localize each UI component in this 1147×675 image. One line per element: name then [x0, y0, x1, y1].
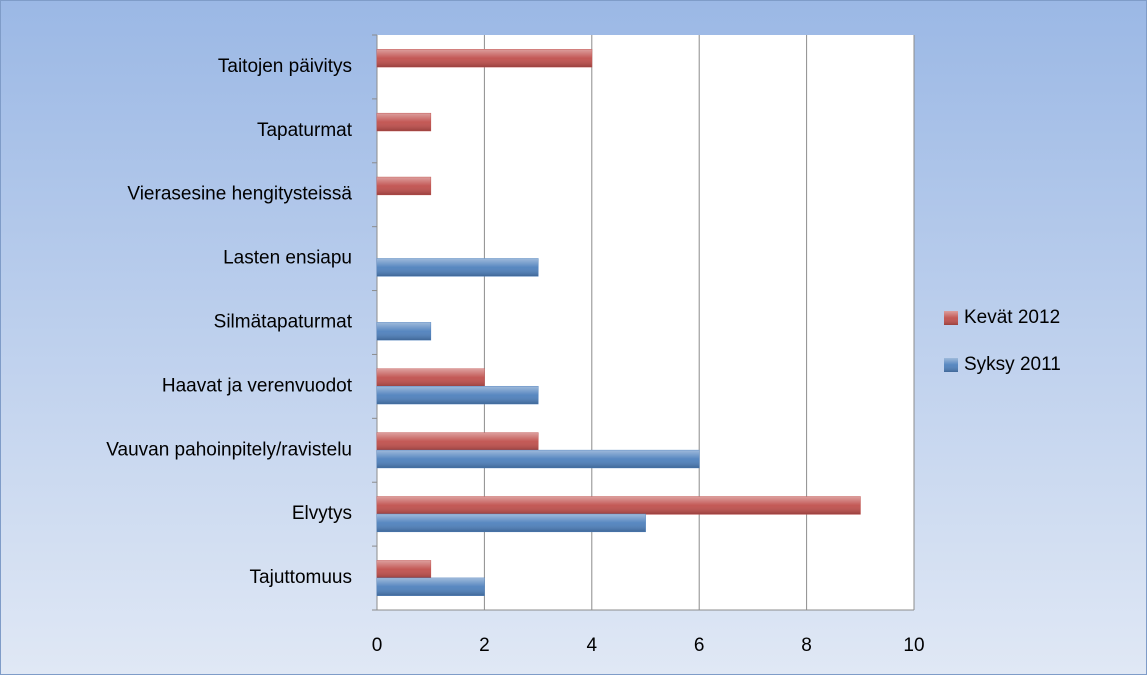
y-tick-label: Tapaturmat	[257, 120, 353, 141]
bar-shine	[377, 560, 431, 579]
y-tick-label: Vauvan pahoinpitely/ravistelu	[106, 439, 352, 460]
legend-label: Kevät 2012	[964, 307, 1060, 328]
bar-shine	[377, 177, 431, 195]
bar-shine	[377, 432, 539, 451]
x-tick-label: 6	[694, 635, 705, 656]
x-tick-label: 0	[372, 635, 383, 656]
legend-label: Syksy 2011	[964, 354, 1061, 375]
x-tick-label: 4	[587, 635, 598, 656]
bar-shine	[377, 113, 431, 131]
bar-shine	[377, 578, 485, 596]
bar-shine	[377, 514, 646, 532]
x-tick-label: 2	[479, 635, 490, 656]
x-tick-label: 8	[801, 635, 812, 656]
legend-swatch-shine	[944, 358, 958, 372]
bar-shine	[377, 368, 485, 387]
bar-shine	[377, 496, 861, 515]
x-tick-label: 10	[903, 635, 924, 656]
y-tick-label: Taitojen päivitys	[218, 56, 352, 77]
y-tick-label: Elvytys	[292, 503, 352, 524]
y-tick-label: Vierasesine hengitysteissä	[127, 184, 352, 205]
legend-swatch-shine	[944, 311, 958, 325]
bar-shine	[377, 322, 431, 340]
bar-shine	[377, 386, 539, 404]
y-tick-label: Tajuttomuus	[250, 567, 352, 588]
bar-shine	[377, 450, 700, 468]
y-tick-label: Lasten ensiapu	[223, 248, 352, 269]
y-tick-label: Haavat ja verenvuodot	[162, 375, 353, 396]
bar-shine	[377, 258, 539, 277]
bar-shine	[377, 49, 592, 67]
y-tick-label: Silmätapaturmat	[214, 312, 353, 333]
